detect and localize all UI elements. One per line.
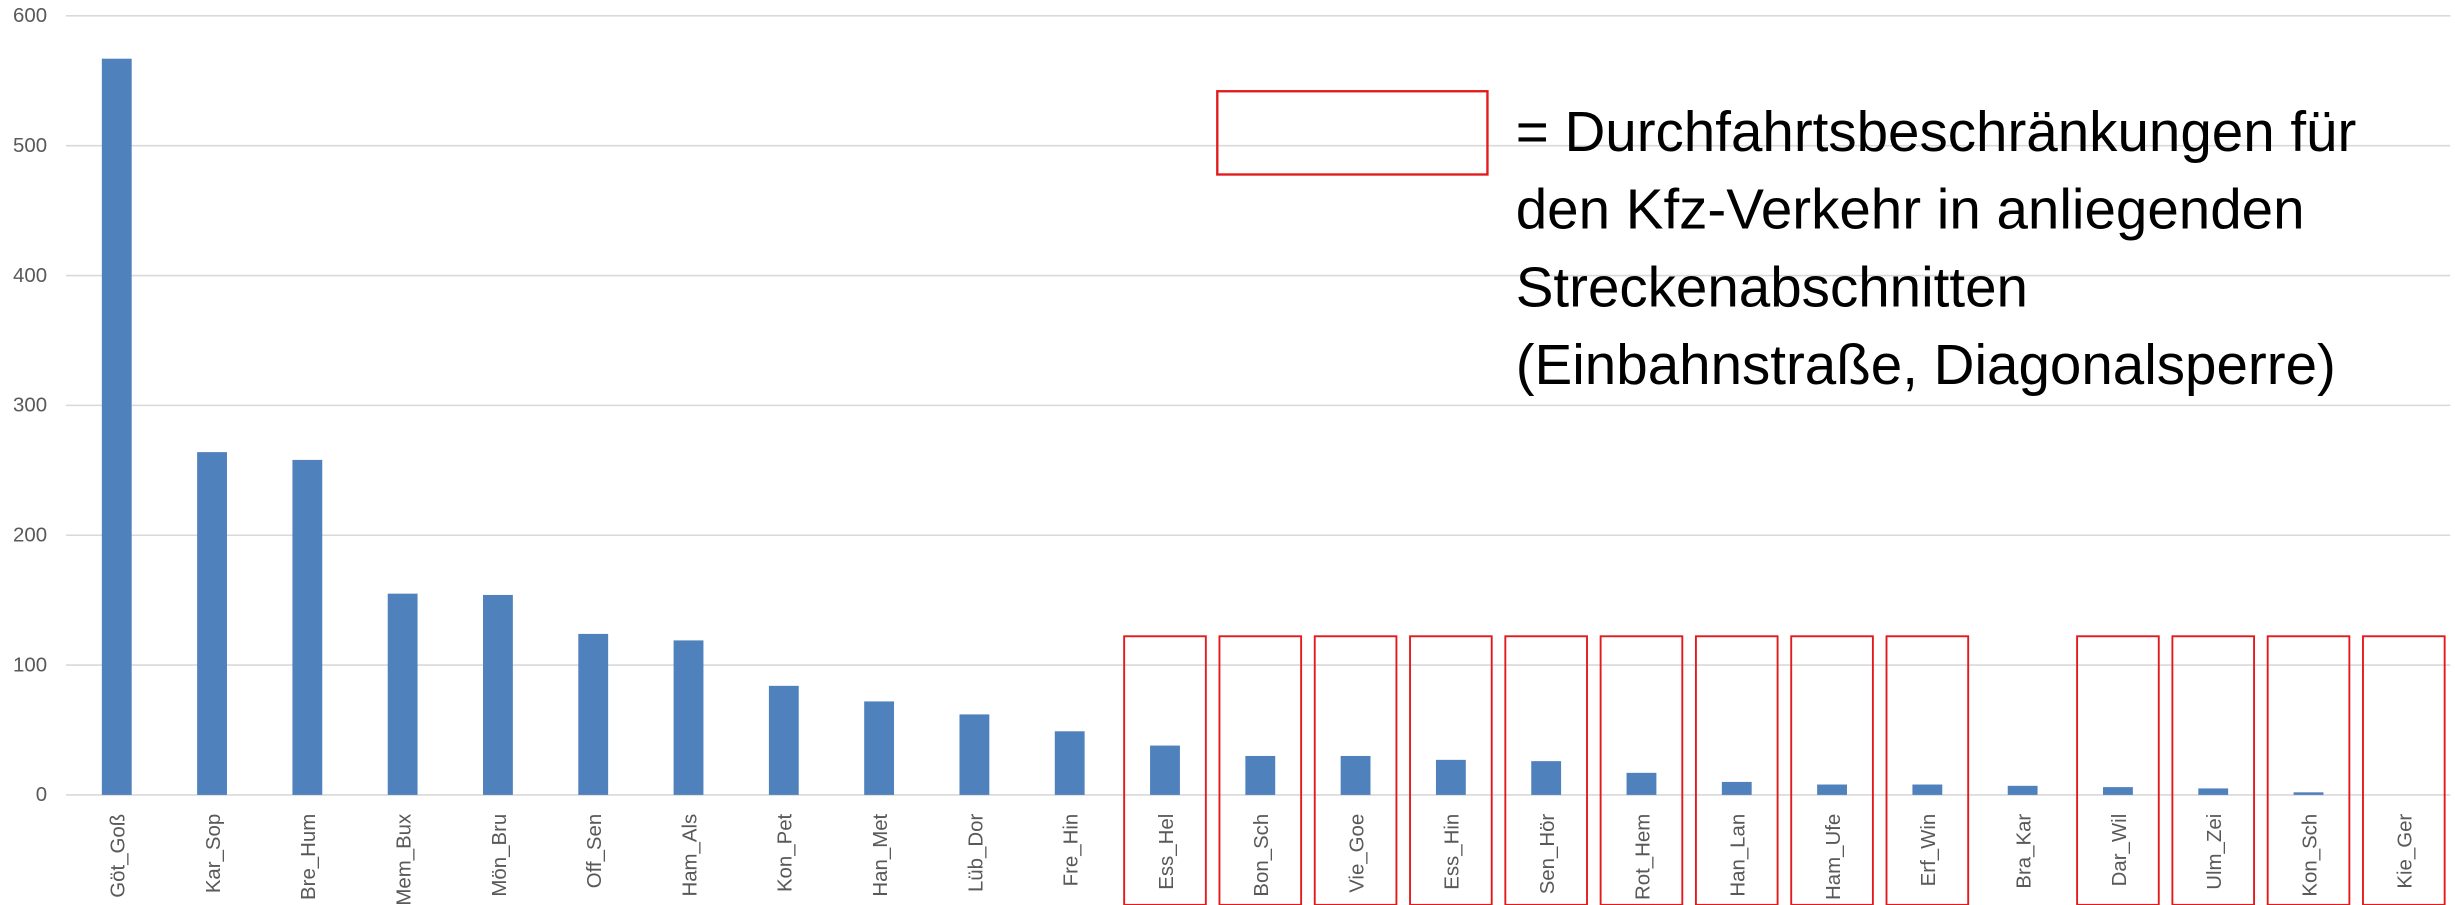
bar	[1817, 784, 1847, 795]
bar	[2293, 792, 2324, 795]
bar	[1245, 755, 1276, 795]
x-tick-label: Dar_Wil	[2109, 814, 2131, 887]
y-tick-label: 100	[13, 654, 47, 676]
x-tick-label: Bon_Sch	[1251, 814, 1273, 897]
bar	[197, 452, 227, 795]
x-tick-label: Mön_Bru	[489, 814, 511, 897]
x-tick-label: Göt_Goß	[108, 814, 130, 898]
y-tick-label: 600	[13, 5, 47, 27]
x-tick-label: Ham_Ufe	[1823, 814, 1845, 900]
x-tick-label: Fre_Hin	[1061, 814, 1083, 887]
x-tick-label: Sen_Hör	[1537, 814, 1559, 895]
bar	[864, 701, 895, 795]
x-tick-label: Off_Sen	[584, 814, 606, 889]
x-tick-label: Kon_Sch	[2299, 814, 2321, 897]
bar	[2103, 787, 2133, 795]
y-tick-label: 200	[13, 525, 47, 547]
y-tick-label: 0	[36, 784, 47, 806]
bar	[1150, 745, 1180, 795]
bar	[2007, 785, 2038, 795]
annotation: den Kfz-Verkehr in anliegenden	[1516, 178, 2305, 241]
bar	[1912, 784, 1943, 795]
bar	[1340, 755, 1371, 795]
bar	[578, 633, 609, 795]
bar	[2198, 788, 2229, 795]
x-tick-label: Han_Met	[870, 813, 892, 896]
bar	[483, 594, 513, 795]
y-tick-label: 300	[13, 395, 47, 417]
x-tick-label: Ham_Als	[679, 814, 701, 897]
bar	[1721, 781, 1752, 795]
bar	[959, 714, 990, 795]
x-tick-label: Kar_Sop	[203, 814, 225, 893]
x-tick-label: Vie_Goe	[1346, 814, 1368, 893]
x-tick-label: Han_Lan	[1728, 814, 1750, 897]
x-tick-label: Bra_Kar	[2013, 814, 2035, 889]
x-tick-label: Lüb_Dor	[965, 814, 987, 892]
x-tick-label: Ulm_Zei	[2204, 814, 2226, 890]
legend-box	[1216, 90, 1489, 176]
bar	[292, 459, 323, 795]
annotation: (Einbahnstraße, Diagonalsperre)	[1516, 333, 2336, 396]
y-tick-label: 400	[13, 265, 47, 287]
x-tick-label: Bre_Hum	[298, 814, 320, 900]
bar	[1626, 772, 1657, 795]
bar	[768, 685, 799, 795]
bar	[673, 640, 704, 795]
bar	[101, 58, 132, 795]
x-tick-label: Kie_Ger	[2395, 814, 2417, 889]
bar	[1531, 761, 1562, 795]
bar	[1435, 759, 1466, 795]
bar	[1054, 731, 1085, 795]
y-tick-label: 500	[13, 135, 47, 157]
x-tick-label: Ess_Hin	[1442, 814, 1464, 890]
x-tick-label: Erf_Win	[1918, 814, 1940, 887]
x-tick-label: Rot_Hem	[1632, 814, 1654, 900]
annotation: = Durchfahrtsbeschränkungen für	[1516, 100, 2357, 163]
annotation: Streckenabschnitten	[1516, 255, 2028, 318]
bar	[387, 593, 418, 795]
x-tick-label: Ess_Hel	[1156, 814, 1178, 890]
x-tick-label: Kon_Pet	[775, 813, 797, 892]
x-tick-label: Mem_Bux	[393, 814, 415, 905]
